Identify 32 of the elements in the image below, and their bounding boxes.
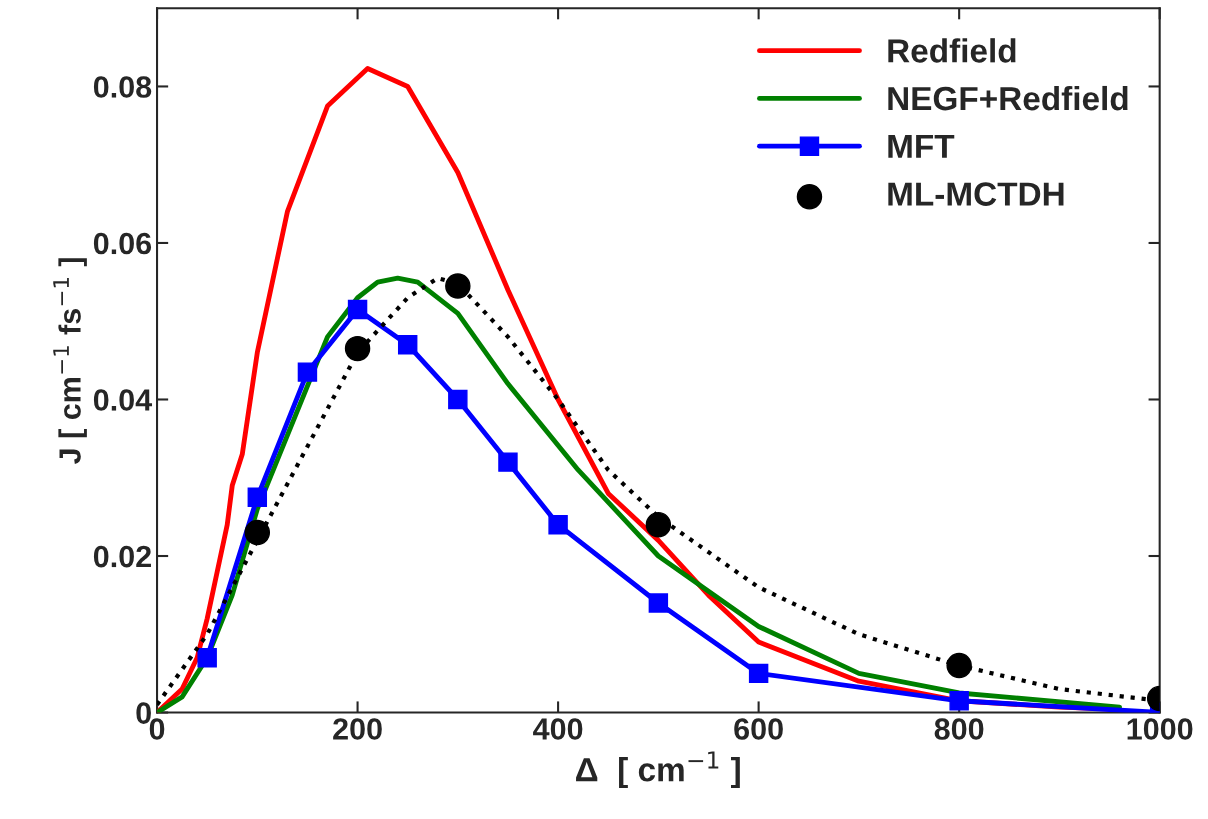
point bbox=[648, 593, 669, 613]
legend-label: MFT bbox=[888, 134, 955, 158]
point bbox=[645, 511, 672, 538]
point bbox=[344, 335, 371, 362]
point bbox=[247, 487, 268, 508]
legend-label: Redfield bbox=[888, 38, 1016, 63]
point bbox=[949, 691, 969, 711]
point bbox=[448, 389, 468, 410]
point bbox=[445, 273, 471, 299]
point bbox=[197, 648, 217, 668]
point bbox=[297, 362, 318, 382]
x-tick-label: 400 bbox=[533, 718, 583, 740]
y-tick-label: 0.06 bbox=[93, 232, 152, 255]
y-tick-label: 0.02 bbox=[93, 545, 151, 568]
x-tick-label: 800 bbox=[934, 718, 984, 740]
y-tick-label: 0.08 bbox=[93, 76, 152, 98]
point bbox=[748, 663, 769, 684]
y-axis-title: J [ cm$^{−1}$ fs$^{−1}$ ] bbox=[53, 258, 87, 464]
x-tick-label: 200 bbox=[333, 718, 382, 740]
x-axis-title: Δ [ cm$^{−1}$ ] bbox=[576, 751, 740, 789]
point bbox=[548, 514, 568, 535]
point bbox=[244, 519, 271, 546]
legend-label: NEGF+Redfield bbox=[888, 85, 1128, 111]
point bbox=[498, 452, 518, 472]
x-tick-label: 600 bbox=[734, 718, 783, 740]
point bbox=[347, 299, 368, 320]
x-tick-label: 1000 bbox=[1127, 718, 1193, 740]
point bbox=[946, 652, 972, 679]
point bbox=[397, 334, 418, 355]
y-tick-label: 0.04 bbox=[93, 389, 153, 411]
y-tick-label: 0 bbox=[136, 702, 151, 724]
legend-label: ML-MCTDH bbox=[888, 182, 1064, 206]
